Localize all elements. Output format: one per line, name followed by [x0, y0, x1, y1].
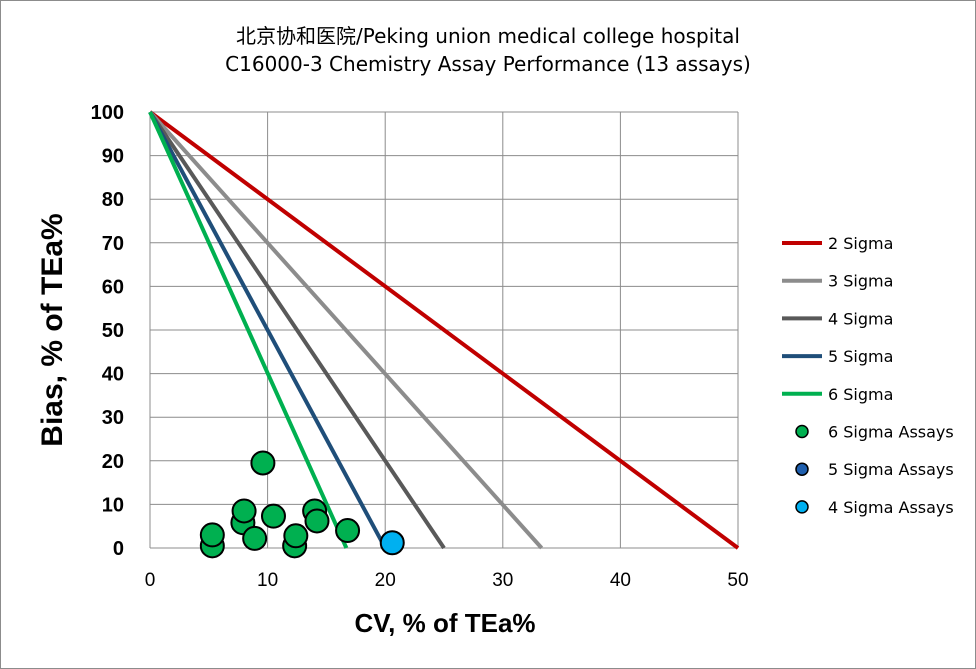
- tick-labels: 0 10 20 30 40 50 60 70 80 90 100 0 10 20 30 40 50: [91, 102, 749, 591]
- x-tick-label: 0: [145, 570, 156, 591]
- legend-label: 4 Sigma Assays: [828, 498, 954, 517]
- legend-label: 2 Sigma: [828, 234, 893, 253]
- legend-label: 6 Sigma: [828, 385, 893, 404]
- legend-label: 5 Sigma Assays: [828, 460, 954, 479]
- y-tick-label: 90: [102, 146, 124, 168]
- assay-point: [199, 522, 225, 548]
- legend-label: 6 Sigma Assays: [828, 423, 954, 442]
- y-tick-label: 70: [102, 233, 124, 255]
- legend-label: 5 Sigma: [828, 347, 893, 366]
- y-tick-label: 10: [102, 494, 124, 516]
- y-tick-label: 0: [113, 538, 124, 560]
- grid: [149, 111, 739, 549]
- assay-point: [250, 450, 276, 476]
- assay-point: [379, 530, 405, 556]
- sigma-line: [148, 111, 387, 549]
- x-axis-label: CV, % of TEa%: [354, 608, 535, 638]
- sigma-line: [148, 110, 446, 550]
- assay-point: [283, 523, 309, 549]
- assay-point: [260, 503, 286, 529]
- legend-marker-swatch: [795, 462, 809, 476]
- x-tick-label: 40: [610, 570, 631, 591]
- sigma-lines: [148, 110, 740, 550]
- assay-point: [335, 518, 361, 544]
- y-tick-label: 20: [102, 451, 124, 473]
- assay-points: [199, 450, 405, 559]
- y-tick-label: 80: [102, 189, 124, 211]
- sigma-line: [148, 110, 544, 550]
- x-tick-label: 50: [727, 570, 748, 591]
- sigma-line: [148, 110, 740, 550]
- y-tick-label: 100: [91, 102, 124, 124]
- y-tick-label: 30: [102, 407, 124, 429]
- legend-label: 3 Sigma: [828, 272, 893, 291]
- x-tick-label: 30: [492, 570, 513, 591]
- x-tick-label: 20: [375, 570, 396, 591]
- y-axis-label: Bias, % of TEa%: [36, 213, 69, 446]
- legend-marker-swatch: [795, 500, 809, 514]
- chart-title-line2: C16000-3 Chemistry Assay Performance (13…: [225, 52, 751, 76]
- assay-point: [304, 508, 330, 534]
- assay-point: [231, 498, 257, 524]
- x-tick-label: 10: [257, 570, 278, 591]
- chart-title-line1: 北京协和医院/Peking union medical college hosp…: [236, 24, 740, 48]
- legend-marker-swatch: [795, 424, 809, 439]
- legend-label: 4 Sigma: [828, 309, 893, 328]
- y-tick-label: 60: [102, 276, 124, 298]
- legend: 2 Sigma 3 Sigma 4 Sigma 5 Sigma 6 Sigma 6 Sig…: [782, 234, 954, 517]
- sigma-line: [148, 111, 349, 549]
- y-tick-label: 50: [102, 320, 124, 342]
- y-tick-label: 40: [102, 364, 124, 386]
- assay-point: [242, 525, 268, 551]
